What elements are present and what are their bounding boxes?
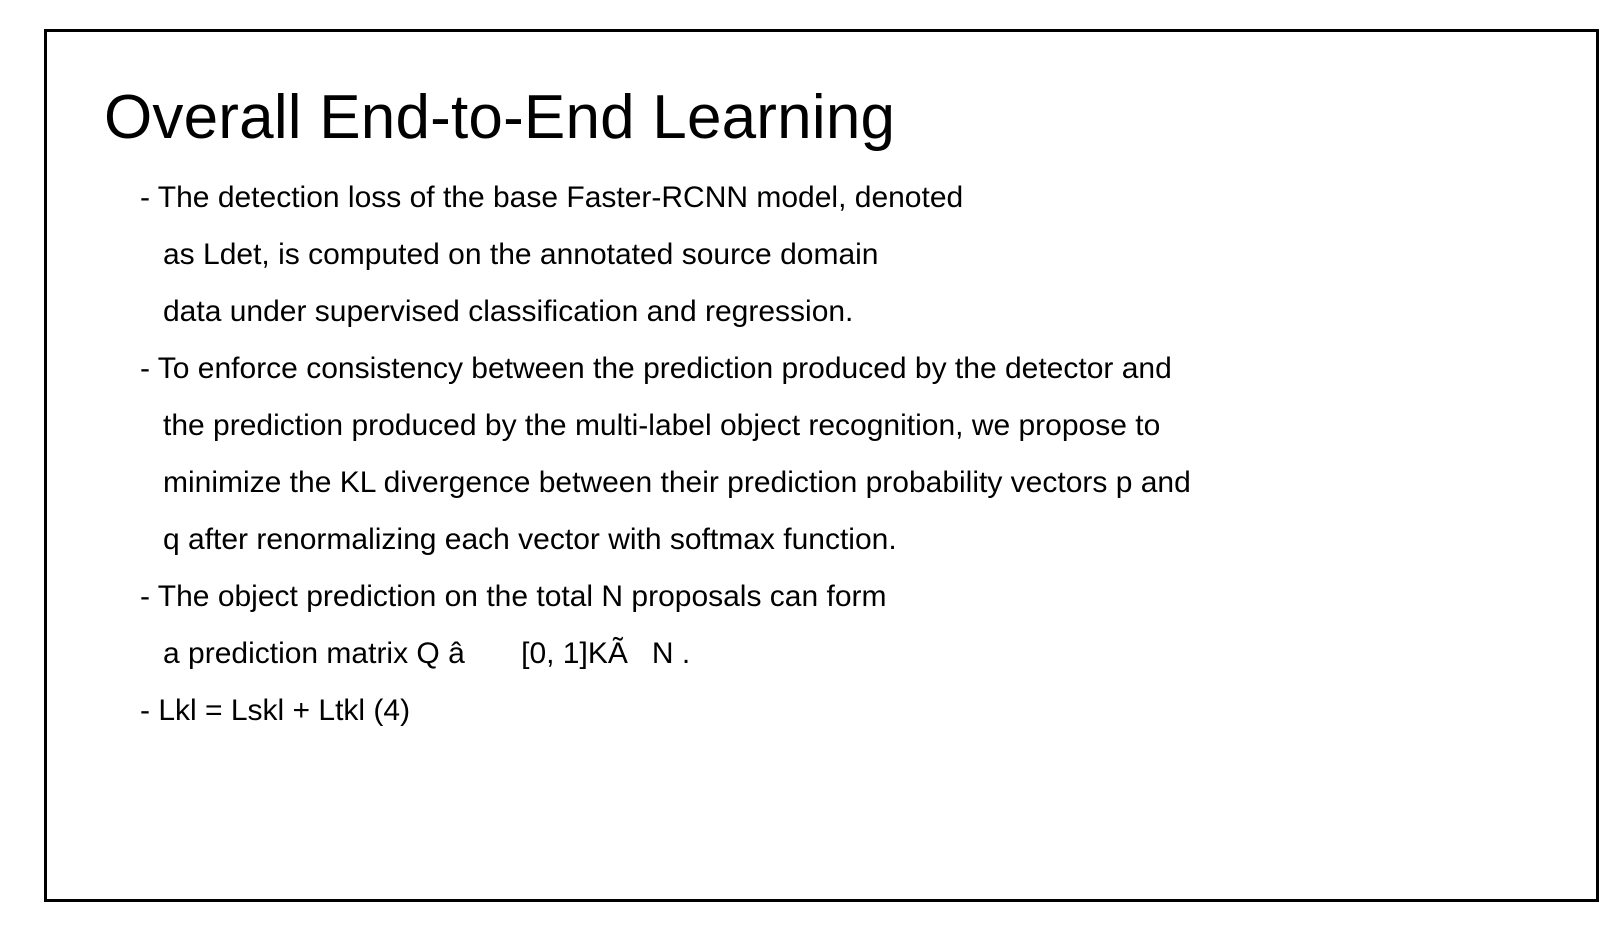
bullet-line: - The detection loss of the base Faster-… <box>140 181 964 214</box>
bullet-line: minimize the KL divergence between their… <box>163 466 1191 499</box>
slide-title: Overall End-to-End Learning <box>104 83 896 152</box>
bullet-line: the prediction produced by the multi-lab… <box>163 409 1161 442</box>
bullet-line: q after renormalizing each vector with s… <box>163 523 897 556</box>
bullet-line: - To enforce consistency between the pre… <box>140 352 1172 385</box>
bullet-line: as Ldet, is computed on the annotated so… <box>163 238 879 271</box>
bullet-list: - The detection loss of the base Faster-… <box>140 169 1191 739</box>
bullet-line: - The object prediction on the total N p… <box>140 580 887 613</box>
bullet-line: data under supervised classification and… <box>163 295 854 328</box>
bullet-line: - Lkl = Lskl + Ltkl (4) <box>140 694 411 727</box>
slide-frame: Overall End-to-End Learning - The detect… <box>44 29 1599 902</box>
bullet-line: a prediction matrix Q â [0, 1]KÃN . <box>163 637 691 670</box>
